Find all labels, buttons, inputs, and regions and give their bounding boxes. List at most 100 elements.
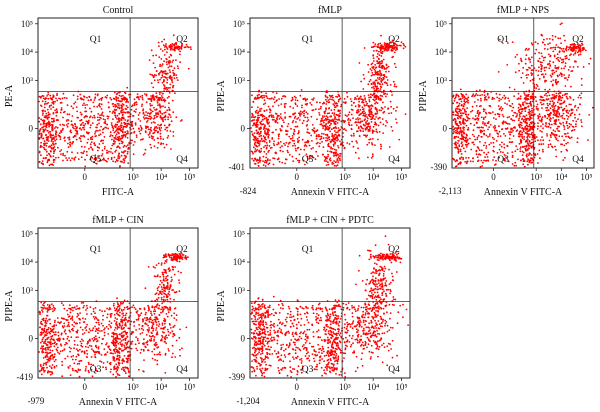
- event-point: [61, 361, 63, 363]
- event-point: [280, 103, 282, 105]
- event-point: [45, 320, 47, 322]
- event-point: [470, 149, 472, 151]
- event-point: [506, 145, 508, 147]
- event-point: [172, 131, 174, 133]
- event-point: [557, 37, 559, 39]
- event-point: [118, 100, 120, 102]
- event-point: [338, 130, 340, 132]
- event-point: [121, 107, 123, 109]
- event-point: [520, 112, 522, 114]
- event-point: [118, 105, 120, 107]
- event-point: [72, 107, 74, 109]
- event-point: [43, 369, 45, 371]
- event-point: [50, 339, 52, 341]
- event-point: [573, 54, 575, 56]
- event-point: [531, 56, 533, 58]
- event-point: [90, 99, 92, 101]
- event-point: [284, 117, 286, 119]
- event-point: [562, 97, 564, 99]
- event-point: [376, 50, 378, 52]
- event-point: [55, 157, 57, 159]
- event-point: [455, 130, 457, 132]
- event-point: [528, 109, 530, 111]
- event-point: [76, 356, 78, 358]
- event-point: [568, 104, 570, 106]
- event-point: [464, 137, 466, 139]
- event-point: [64, 344, 66, 346]
- event-point: [166, 64, 168, 66]
- event-point: [561, 107, 563, 109]
- event-point: [568, 59, 570, 61]
- event-point: [162, 105, 164, 107]
- event-point: [327, 122, 329, 124]
- event-point: [514, 162, 516, 164]
- event-point: [346, 115, 348, 117]
- event-point: [318, 145, 320, 147]
- event-point: [555, 47, 557, 49]
- event-point: [567, 127, 569, 129]
- event-point: [45, 349, 47, 351]
- event-point: [40, 128, 42, 130]
- event-point: [497, 136, 499, 138]
- event-point: [576, 46, 578, 48]
- event-point: [489, 105, 491, 107]
- event-point: [544, 89, 546, 91]
- event-point: [160, 138, 162, 140]
- event-point: [312, 124, 314, 126]
- event-point: [170, 54, 172, 56]
- event-point: [518, 93, 520, 95]
- event-point: [159, 72, 161, 74]
- event-point: [515, 145, 517, 147]
- event-point: [324, 129, 326, 131]
- event-point: [542, 149, 544, 151]
- event-point: [278, 133, 280, 135]
- event-point: [94, 96, 96, 98]
- event-point: [375, 73, 377, 75]
- event-point: [53, 148, 55, 150]
- event-point: [293, 129, 295, 131]
- event-point: [162, 138, 164, 140]
- event-point: [538, 88, 540, 90]
- event-point: [153, 107, 155, 109]
- event-point: [356, 110, 358, 112]
- event-point: [156, 95, 158, 97]
- event-point: [118, 119, 120, 121]
- event-point: [280, 116, 282, 118]
- event-point: [563, 102, 565, 104]
- event-point: [561, 144, 563, 146]
- event-point: [269, 112, 271, 114]
- event-point: [322, 154, 324, 156]
- event-point: [61, 107, 63, 109]
- event-point: [538, 52, 540, 54]
- event-point: [263, 146, 265, 148]
- event-point: [569, 66, 571, 68]
- event-point: [375, 95, 377, 97]
- event-point: [375, 86, 377, 88]
- event-point: [269, 109, 271, 111]
- event-point: [281, 126, 283, 128]
- event-point: [148, 118, 150, 120]
- event-point: [385, 120, 387, 122]
- event-point: [325, 160, 327, 162]
- panel-title: Control: [103, 5, 134, 16]
- event-point: [334, 103, 336, 105]
- event-point: [80, 327, 82, 329]
- event-point: [540, 96, 542, 98]
- event-point: [150, 127, 152, 129]
- event-point: [331, 162, 333, 164]
- event-point: [357, 117, 359, 119]
- event-point: [576, 48, 578, 50]
- event-point: [305, 142, 307, 144]
- event-point: [257, 141, 259, 143]
- event-point: [566, 50, 568, 52]
- event-point: [570, 86, 572, 88]
- event-point: [63, 304, 65, 306]
- event-point: [66, 120, 68, 122]
- event-point: [551, 124, 553, 126]
- event-point: [44, 110, 46, 112]
- event-point: [261, 138, 263, 140]
- event-point: [554, 72, 556, 74]
- event-point: [160, 70, 162, 72]
- event-point: [342, 145, 344, 147]
- event-point: [77, 96, 79, 98]
